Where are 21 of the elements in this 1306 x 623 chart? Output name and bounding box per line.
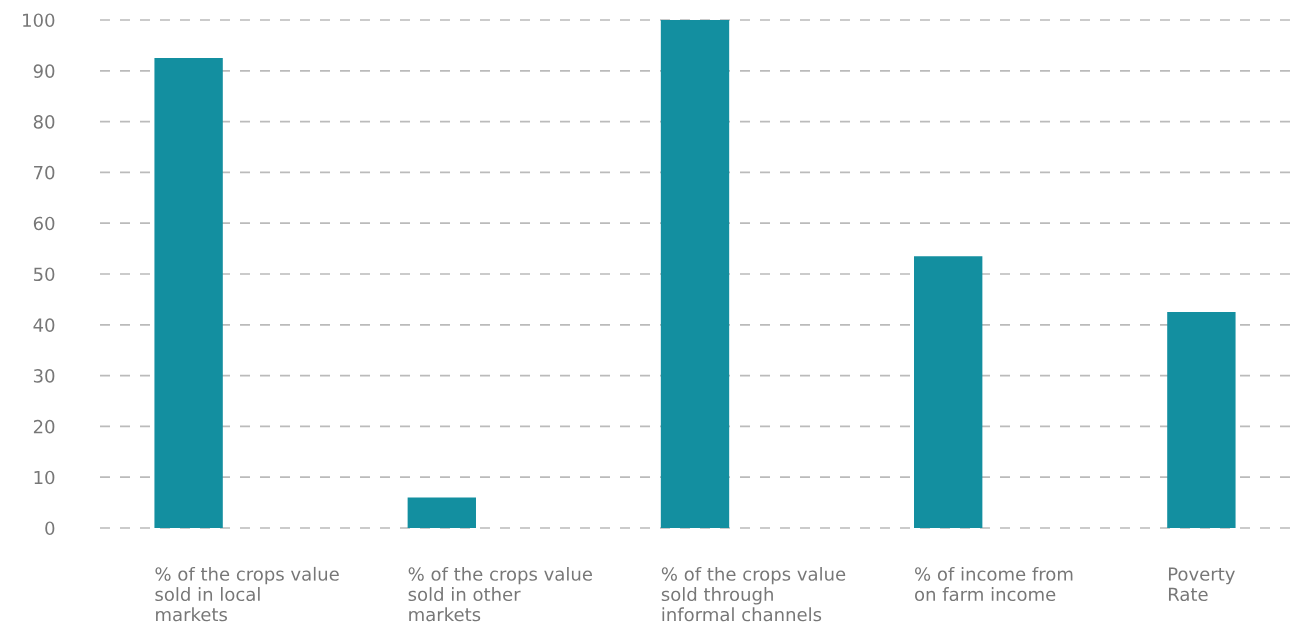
x-tick-label: % of the crops value sold in local markets xyxy=(155,566,339,622)
y-tick-label: 90 xyxy=(33,64,55,78)
bar xyxy=(914,256,983,528)
bar xyxy=(660,20,730,528)
x-tick-label: % of the crops value sold in other markets xyxy=(408,566,592,622)
y-tick-label: 20 xyxy=(33,419,55,434)
bar xyxy=(154,58,223,528)
y-tick-label: 80 xyxy=(33,115,55,129)
y-tick-label: 50 xyxy=(33,267,55,282)
y-tick-label: 40 xyxy=(33,318,55,332)
y-tick-label: 0 xyxy=(45,521,55,536)
x-tick-label: Poverty Rate xyxy=(1168,567,1235,602)
y-tick-label: 10 xyxy=(34,470,55,485)
y-tick-label: 60 xyxy=(33,216,55,231)
x-tick-label: % of the crops value sold through informal channels xyxy=(661,566,846,622)
y-tick-label: 30 xyxy=(33,369,55,383)
bar xyxy=(407,497,476,528)
bar xyxy=(1167,312,1236,528)
y-tick-label: 100 xyxy=(23,13,55,28)
x-tick-label: % of income from on farm income xyxy=(915,566,1073,602)
y-tick-label: 70 xyxy=(34,165,55,180)
